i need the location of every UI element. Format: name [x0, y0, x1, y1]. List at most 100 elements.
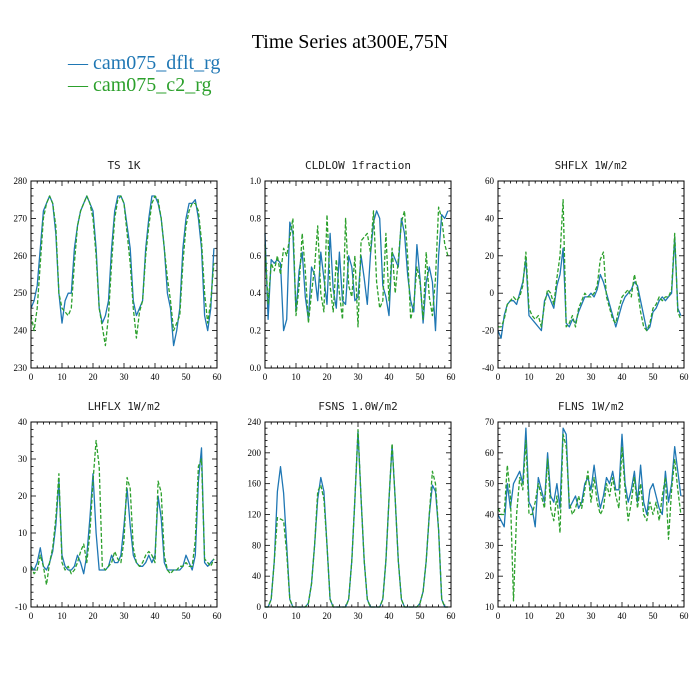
y-tick-label: -10	[15, 602, 27, 612]
x-tick-label: 40	[618, 611, 628, 621]
x-tick-label: 60	[213, 611, 223, 621]
x-tick-label: 30	[354, 611, 364, 621]
y-tick-label: 0.8	[250, 213, 262, 223]
y-tick-label: 10	[485, 602, 495, 612]
y-tick-label: 20	[18, 491, 28, 501]
y-tick-label: 10	[18, 528, 28, 538]
y-tick-label: 40	[485, 213, 495, 223]
y-tick-label: 60	[485, 176, 495, 186]
x-tick-label: 0	[496, 611, 501, 621]
plot-frame	[264, 180, 452, 369]
x-tick-label: 50	[649, 372, 659, 382]
figure-title: Time Series at300E,75N	[252, 31, 448, 53]
x-tick-label: 50	[416, 611, 426, 621]
y-tick-label: 240	[248, 417, 262, 427]
plot-frame	[264, 421, 452, 608]
x-tick-label: 10	[525, 611, 535, 621]
x-tick-label: 10	[58, 372, 68, 382]
x-tick-label: 10	[58, 611, 68, 621]
x-tick-label: 30	[587, 372, 597, 382]
x-tick-label: 30	[120, 611, 130, 621]
chart-panel-2: SHFLX 1W/m2 0 10 20 30 40 50 60 -40 -20 0 20 40 60	[482, 159, 689, 382]
chart-panel-0: TS 1K 0 10 20 30 40 50 60 230 240 250 260 270 280	[14, 159, 223, 382]
y-tick-label: 60	[485, 448, 495, 458]
y-tick-label: 0.4	[250, 288, 262, 298]
chart-title: CLDLOW 1fraction	[305, 159, 411, 172]
series-line-dflt	[30, 447, 215, 575]
x-tick-label: 0	[263, 372, 268, 382]
x-tick-label: 60	[680, 611, 690, 621]
y-tick-label: 0.2	[250, 326, 261, 336]
y-tick-label: 280	[14, 176, 28, 186]
y-tick-label: 70	[485, 417, 495, 427]
x-tick-label: 40	[618, 372, 628, 382]
chart-panel-1: CLDLOW 1fraction 0 10 20 30 40 50 60 0.0 0.2 0.4 0.…	[250, 159, 456, 382]
y-tick-label: 50	[485, 479, 495, 489]
legend-entry-c2: — cam075_c2_rg	[67, 74, 212, 96]
plot-frame	[497, 421, 685, 608]
y-tick-label: 0.0	[250, 363, 262, 373]
x-tick-label: 60	[213, 372, 223, 382]
x-tick-label: 10	[292, 611, 302, 621]
x-tick-label: 60	[447, 611, 457, 621]
y-tick-label: 230	[14, 363, 28, 373]
y-tick-label: 0.6	[250, 251, 262, 261]
panels: TS 1K0 10 20 30 40 50 60230240250260270280CLDL…	[14, 159, 690, 621]
plot-frame	[30, 421, 218, 608]
y-tick-label: 0	[490, 288, 495, 298]
x-tick-label: 20	[323, 372, 333, 382]
y-tick-label: 1.0	[250, 176, 262, 186]
plot-frame	[497, 180, 685, 369]
series-line-c2	[30, 439, 215, 586]
chart-title: SHFLX 1W/m2	[555, 159, 628, 172]
y-tick-label: 0	[23, 565, 28, 575]
y-tick-label: 270	[14, 213, 28, 223]
x-tick-label: 50	[182, 372, 192, 382]
series-line-c2	[265, 429, 448, 608]
series-line-c2	[498, 199, 682, 332]
x-tick-label: 0	[29, 372, 34, 382]
x-tick-label: 50	[649, 611, 659, 621]
x-tick-label: 20	[89, 372, 99, 382]
x-tick-label: 40	[385, 611, 395, 621]
x-tick-label: 30	[120, 372, 130, 382]
chart-panel-4: FSNS 1.0W/m2 0 10 20 30 40 50 60 0 40 80 120 160 200 2…	[248, 400, 457, 621]
y-tick-label: 20	[485, 571, 495, 581]
y-tick-label: 0	[257, 602, 262, 612]
y-tick-label: 40	[252, 571, 262, 581]
x-tick-label: 60	[680, 372, 690, 382]
y-tick-label: 20	[485, 251, 495, 261]
y-tick-label: 80	[252, 540, 262, 550]
x-tick-label: 60	[447, 372, 457, 382]
chart-title: FLNS 1W/m2	[558, 400, 624, 413]
x-tick-label: 10	[525, 372, 535, 382]
y-tick-label: 240	[14, 326, 28, 336]
y-tick-label: -40	[482, 363, 494, 373]
x-tick-label: 20	[556, 372, 566, 382]
series-line-c2	[264, 206, 449, 328]
x-tick-label: 20	[556, 611, 566, 621]
x-tick-label: 30	[354, 372, 364, 382]
x-tick-label: 0	[29, 611, 34, 621]
y-tick-label: 260	[14, 251, 28, 261]
y-tick-label: 40	[18, 417, 28, 427]
x-tick-label: 10	[292, 372, 302, 382]
x-tick-label: 20	[89, 611, 99, 621]
x-tick-label: 20	[323, 611, 333, 621]
y-tick-label: -20	[482, 326, 494, 336]
y-tick-label: 120	[248, 510, 262, 520]
plot-frame	[30, 180, 218, 369]
legend-entry-dflt: — cam075_dflt_rg	[67, 52, 220, 74]
y-tick-label: 30	[485, 540, 495, 550]
chart-title: FSNS 1.0W/m2	[318, 400, 397, 413]
x-tick-label: 40	[151, 611, 161, 621]
x-tick-label: 30	[587, 611, 597, 621]
y-tick-label: 200	[248, 448, 262, 458]
x-tick-label: 40	[151, 372, 161, 382]
chart-title: LHFLX 1W/m2	[88, 400, 161, 413]
y-tick-label: 30	[18, 454, 28, 464]
